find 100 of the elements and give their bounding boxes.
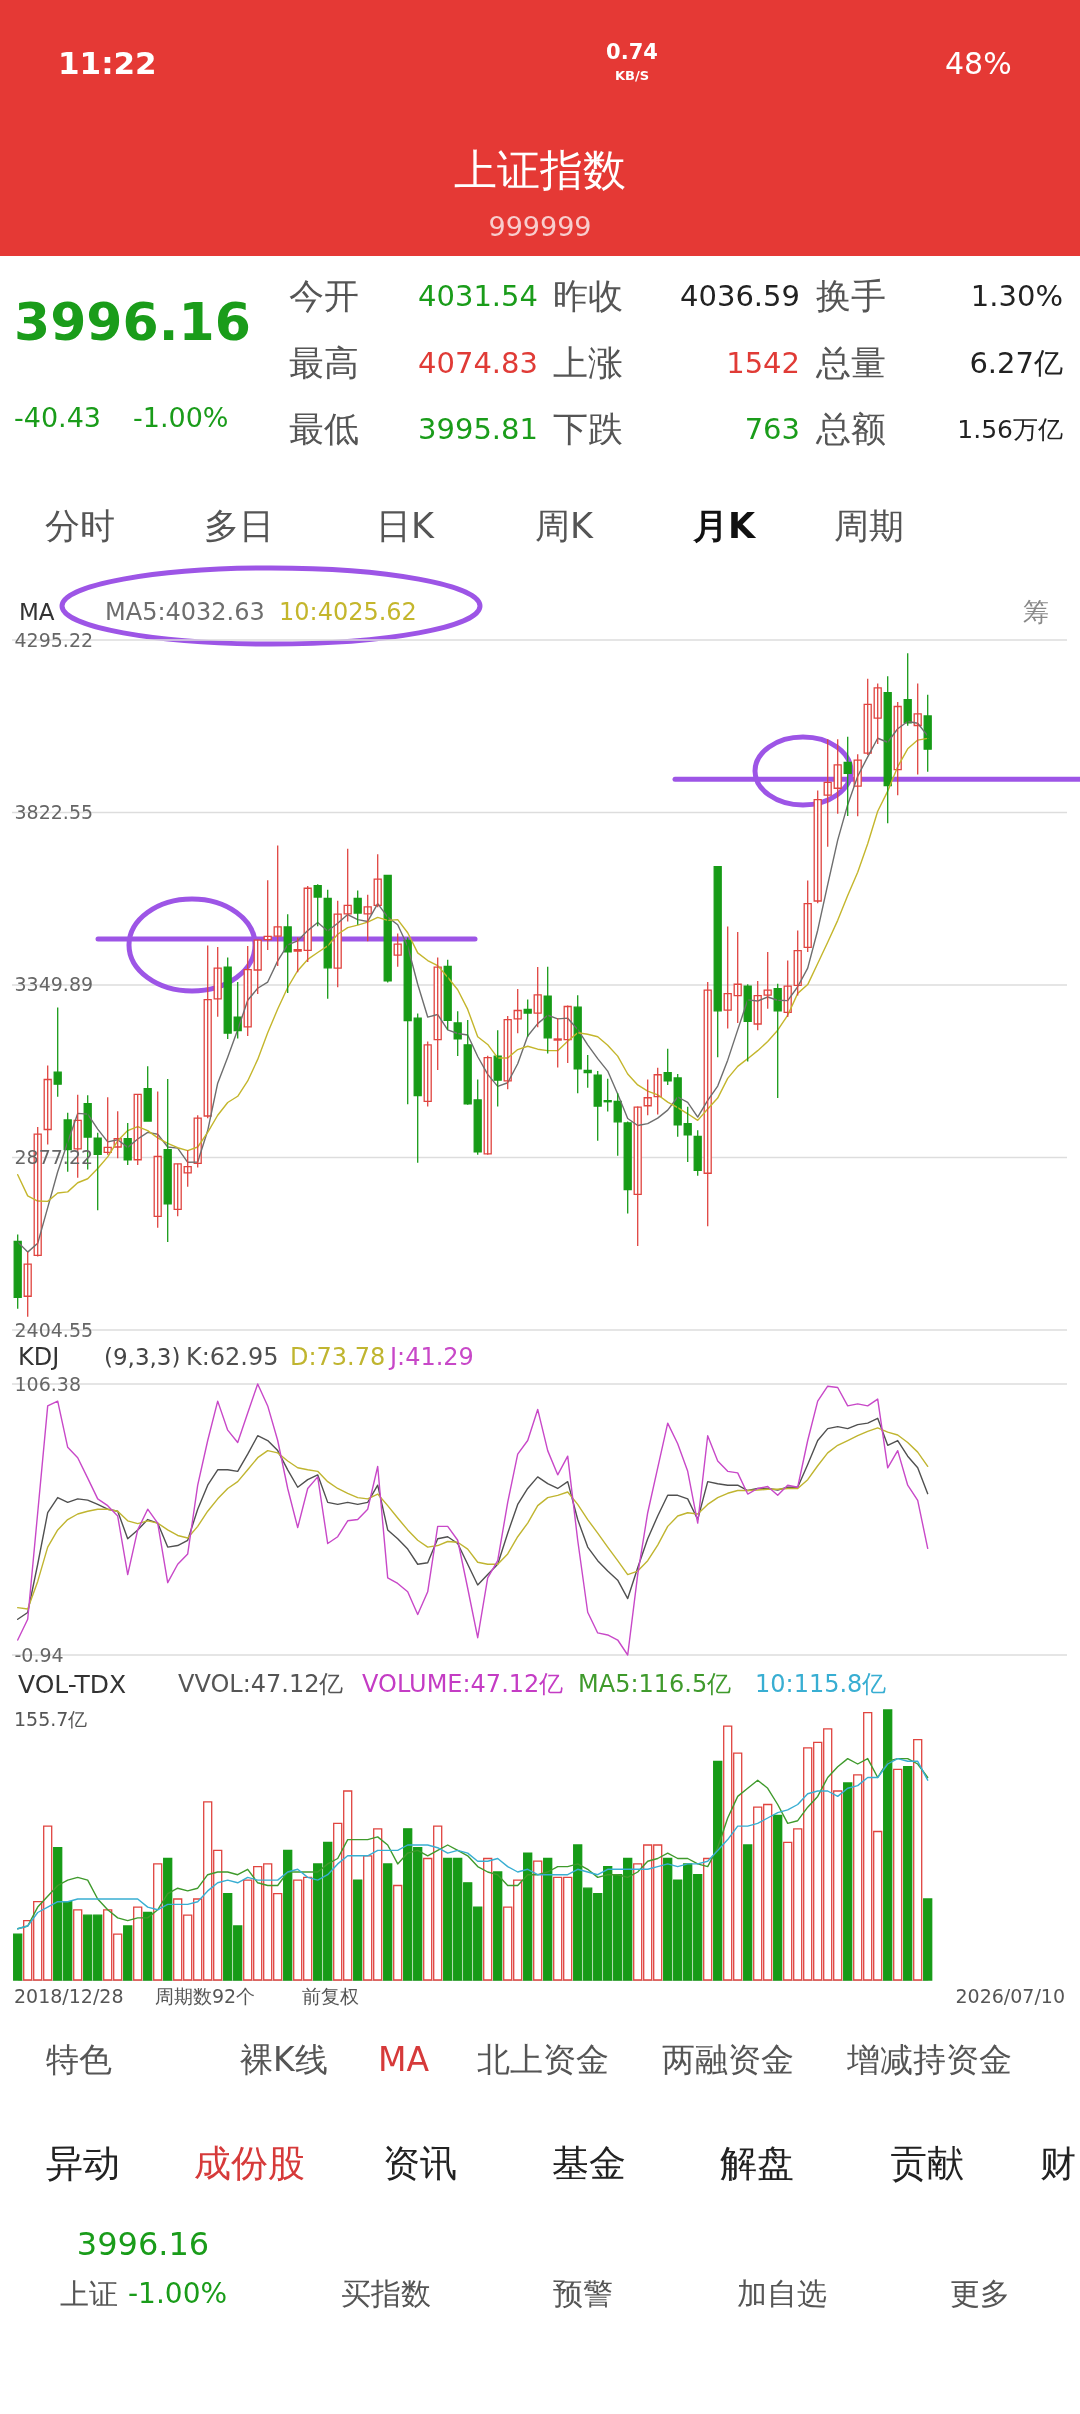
text: VVOL:47.12亿	[178, 1670, 344, 1698]
text: 月K	[691, 506, 757, 546]
text: 预警	[553, 2276, 613, 2311]
text: 上证指数	[454, 145, 626, 195]
text: 加自选	[737, 2276, 827, 2311]
bar	[163, 1857, 173, 1981]
text: 1542	[726, 346, 800, 380]
bar	[393, 1884, 403, 1981]
text: 筹	[1023, 597, 1049, 627]
bar	[773, 1814, 783, 1981]
bar	[543, 1857, 553, 1981]
text: 今开	[289, 276, 359, 316]
text: 11:22	[58, 45, 157, 81]
text: 基金	[552, 2142, 626, 2185]
y-tick-label: 3349.89	[14, 973, 94, 996]
text: 更多	[950, 2276, 1010, 2311]
candlestick	[393, 932, 402, 968]
text: 3996.16	[76, 2225, 210, 2263]
text: 周期	[834, 506, 904, 546]
text: 特色	[46, 2040, 112, 2079]
text: 解盘	[720, 2142, 794, 2185]
text: 最低	[289, 409, 359, 449]
bar	[153, 1863, 163, 1981]
bar	[383, 1863, 393, 1981]
text: 3996.16	[14, 292, 251, 352]
text: VOLUME:47.12亿	[362, 1670, 564, 1698]
y-tick-label: -0.94	[14, 1643, 64, 1666]
candlestick	[553, 1017, 562, 1069]
text: 增减持资金	[846, 2040, 1012, 2079]
candlestick	[523, 998, 532, 1038]
text: -1.00%	[128, 2277, 228, 2310]
text: KDJ	[18, 1343, 60, 1371]
bar	[903, 1766, 913, 1981]
text: 异动	[46, 2142, 120, 2185]
text: MA	[19, 599, 55, 625]
text: 裸K线	[240, 2040, 328, 2079]
text: 分时	[45, 506, 115, 546]
text: 昨收	[553, 276, 623, 316]
text: 6.27亿	[969, 346, 1063, 380]
annotation: 155.7亿	[14, 1708, 88, 1730]
text: -1.00%	[133, 402, 229, 433]
text: 成份股	[194, 2142, 305, 2185]
bar	[913, 1739, 923, 1981]
y-tick-label: 106.38	[14, 1372, 81, 1395]
text: 上证	[60, 2277, 118, 2311]
text: 上涨	[553, 343, 623, 383]
bar	[883, 1709, 893, 1981]
text: 10:4025.62	[279, 598, 417, 626]
text: 北上资金	[477, 2040, 609, 2079]
text: 2026/07/10	[955, 1985, 1065, 2007]
bar	[713, 1760, 723, 1981]
y-tick-label: 2404.55	[14, 1318, 94, 1341]
text: 最高	[289, 343, 359, 383]
text: -40.43	[14, 402, 102, 433]
bar	[703, 1857, 713, 1981]
text: K:62.95	[186, 1343, 279, 1371]
candlestick	[763, 951, 772, 1010]
text: MA5:116.5亿	[578, 1670, 732, 1698]
text: 日K	[376, 506, 436, 546]
y-tick-label: 3822.55	[14, 801, 94, 823]
text: MA5:4032.63	[105, 598, 265, 626]
bar	[893, 1768, 903, 1981]
text: 4036.59	[680, 279, 800, 313]
bar	[743, 1844, 753, 1981]
text: 买指数	[341, 2276, 431, 2311]
text: 1.56万亿	[957, 415, 1063, 444]
text: D:73.78	[290, 1343, 386, 1371]
bar	[843, 1782, 853, 1981]
text: 周K	[535, 506, 595, 546]
text: 多日	[204, 506, 274, 546]
text: 前复权	[302, 1985, 359, 2007]
text: 财	[1040, 2143, 1076, 2184]
text: 总额	[815, 409, 886, 449]
text: 两融资金	[662, 2040, 794, 2079]
text: 48%	[945, 46, 1012, 81]
bar	[123, 1925, 133, 1981]
text: KB/S	[614, 68, 650, 83]
text: 总量	[815, 343, 886, 383]
candlestick	[183, 1149, 192, 1188]
bar	[143, 1911, 153, 1981]
bar	[523, 1852, 533, 1981]
bar	[133, 1906, 143, 1981]
text: 周期数92个	[155, 1985, 256, 2007]
text: MA	[378, 2040, 430, 2079]
bar	[493, 1871, 503, 1981]
text: 换手	[816, 276, 886, 316]
text: 4074.83	[418, 346, 538, 380]
text: 贡献	[890, 2142, 964, 2185]
text: 2018/12/28	[14, 1985, 124, 2007]
text: 1.30%	[970, 279, 1063, 313]
text: 999999	[488, 211, 592, 242]
text: J:41.29	[388, 1343, 474, 1371]
text: (9,3,3)	[104, 1344, 181, 1370]
text: 763	[744, 412, 800, 446]
candlestick	[273, 844, 282, 967]
y-tick-label: 4295.22	[14, 628, 94, 651]
bar	[483, 1857, 493, 1981]
text: 10:115.8亿	[755, 1670, 887, 1698]
text: 资讯	[383, 2142, 457, 2185]
text: VOL-TDX	[18, 1670, 127, 1699]
